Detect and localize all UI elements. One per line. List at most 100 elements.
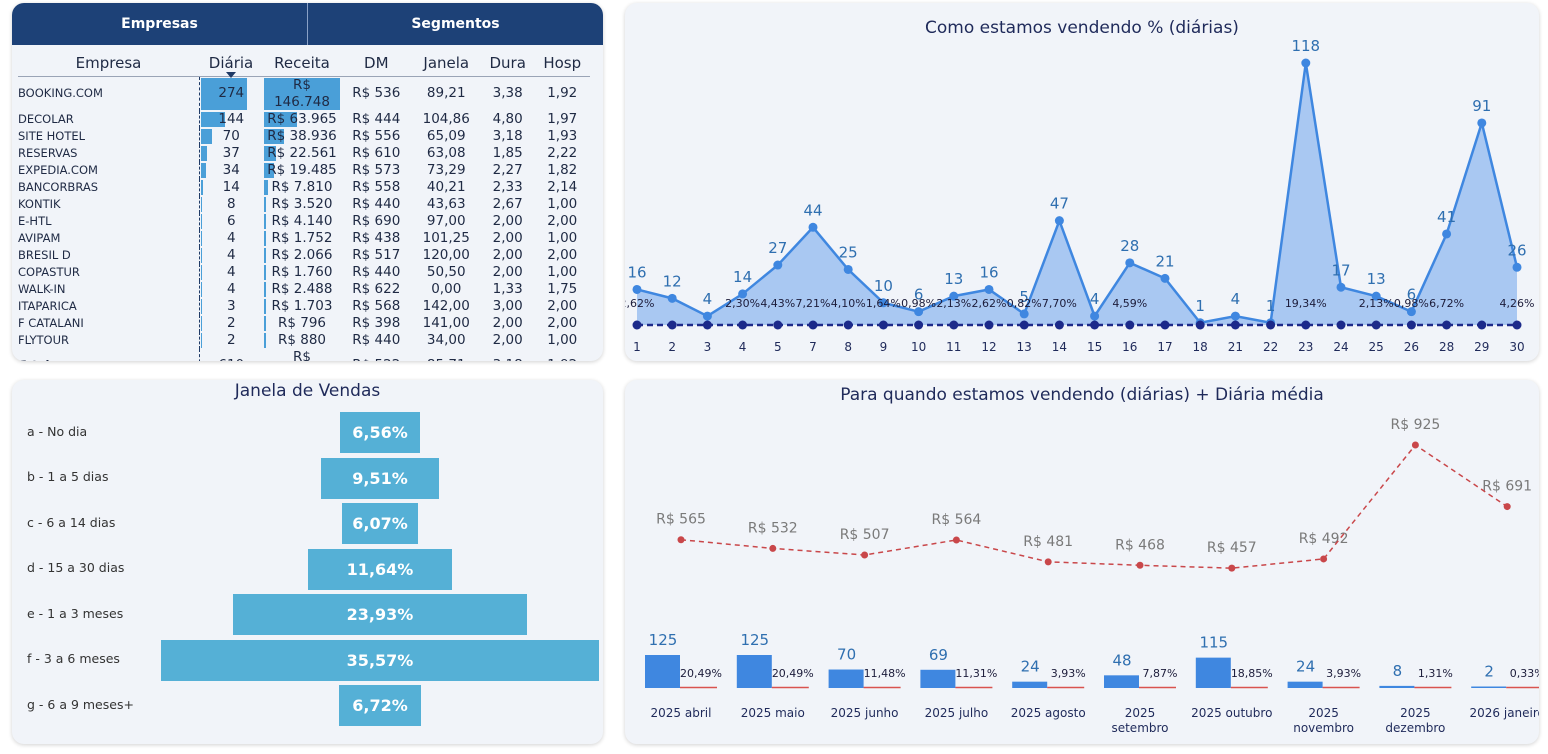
data-point[interactable]: [738, 289, 748, 299]
data-point[interactable]: [667, 293, 677, 303]
percent-point[interactable]: [667, 320, 677, 330]
percent-point[interactable]: [702, 320, 712, 330]
data-point[interactable]: [1160, 273, 1170, 283]
table-row[interactable]: BRESIL D 4 R$ 2.066 R$ 517 120,00 2,00 2,00: [18, 246, 590, 264]
percent-point[interactable]: [914, 320, 924, 330]
percent-point[interactable]: [1442, 320, 1452, 330]
table-row[interactable]: FLYTOUR 2 R$ 880 R$ 440 34,00 2,00 1,00: [18, 331, 590, 349]
data-point[interactable]: [949, 291, 959, 301]
percent-point[interactable]: [1301, 320, 1311, 330]
avg-rate-point[interactable]: [1503, 503, 1511, 511]
col-header-hosp[interactable]: Hosp: [534, 50, 590, 77]
avg-rate-point[interactable]: [769, 544, 777, 552]
table-row[interactable]: DECOLAR 144 R$ 63.965 R$ 444 104,86 4,80 1,97: [18, 110, 590, 128]
diarias-bar[interactable]: [828, 669, 864, 688]
diarias-bar[interactable]: [736, 655, 772, 688]
percent-point[interactable]: [1477, 320, 1487, 330]
table-row[interactable]: RESERVAS 37 R$ 22.561 R$ 610 63,08 1,85 2,22: [18, 144, 590, 162]
data-point[interactable]: [1477, 118, 1487, 128]
table-row[interactable]: WALK-IN 4 R$ 2.488 R$ 622 0,00 1,33 1,75: [18, 280, 590, 298]
diarias-bar[interactable]: [1104, 675, 1139, 688]
funnel-bar[interactable]: 6,07%: [342, 503, 418, 544]
percent-point[interactable]: [632, 320, 642, 330]
table-row[interactable]: COPASTUR 4 R$ 1.760 R$ 440 50,50 2,00 1,00: [18, 263, 590, 281]
data-point[interactable]: [984, 284, 994, 294]
percent-point[interactable]: [1125, 320, 1135, 330]
percent-point[interactable]: [843, 320, 853, 330]
percent-point[interactable]: [773, 320, 783, 330]
col-header-janela[interactable]: Janela: [411, 50, 481, 77]
data-point[interactable]: [1371, 291, 1381, 301]
percent-point[interactable]: [1371, 320, 1381, 330]
funnel-bar[interactable]: 9,51%: [321, 457, 439, 499]
data-point[interactable]: [773, 260, 783, 270]
data-point[interactable]: [1512, 262, 1522, 272]
table-row[interactable]: SITE HOTEL 70 R$ 38.936 R$ 556 65,09 3,18 1,93: [18, 127, 590, 145]
percent-point[interactable]: [984, 320, 994, 330]
data-point[interactable]: [1019, 309, 1029, 319]
data-point[interactable]: [1442, 229, 1452, 239]
col-header-diaria[interactable]: Diária: [199, 50, 263, 78]
funnel-bar[interactable]: 6,56%: [339, 412, 421, 453]
data-point[interactable]: [1406, 307, 1416, 317]
data-point[interactable]: [702, 311, 712, 321]
data-point[interactable]: [632, 284, 642, 294]
avg-rate-point[interactable]: [1136, 561, 1144, 569]
percent-point[interactable]: [1090, 320, 1100, 330]
percent-point[interactable]: [1336, 320, 1346, 330]
avg-rate-point[interactable]: [677, 536, 685, 544]
avg-rate-point[interactable]: [1228, 564, 1236, 572]
avg-rate-point[interactable]: [1320, 555, 1328, 563]
table-row[interactable]: BOOKING.COM 274 R$ 146.748 R$ 536 89,21 3,38 1…: [18, 76, 590, 111]
table-row[interactable]: KONTIK 8 R$ 3.520 R$ 440 43,63 2,67 1,00: [18, 195, 590, 213]
percent-point[interactable]: [878, 320, 888, 330]
diarias-bar[interactable]: [1379, 685, 1415, 688]
col-header-empresa[interactable]: Empresa: [18, 50, 199, 77]
funnel-bar[interactable]: 6,72%: [338, 685, 422, 726]
table-row[interactable]: ITAPARICA 3 R$ 1.703 R$ 568 142,00 3,00 2,00: [18, 297, 590, 315]
percent-point[interactable]: [1160, 320, 1170, 330]
table-row[interactable]: BANCORBRAS 14 R$ 7.810 R$ 558 40,21 2,33 2,14: [18, 178, 590, 196]
table-row[interactable]: AVIPAM 4 R$ 1.752 R$ 438 101,25 2,00 1,00: [18, 229, 590, 247]
data-point[interactable]: [1090, 311, 1100, 321]
percent-point[interactable]: [1266, 320, 1276, 330]
percent-point[interactable]: [1054, 320, 1064, 330]
tab-segmentos[interactable]: Segmentos: [307, 3, 603, 45]
data-point[interactable]: [1336, 282, 1346, 292]
table-total-row[interactable]: Total 610 R$ 318.611 R$ 52285,713,181,92: [18, 348, 590, 361]
table-row[interactable]: E-HTL 6 R$ 4.140 R$ 690 97,00 2,00 2,00: [18, 212, 590, 230]
percent-point[interactable]: [738, 320, 748, 330]
data-point[interactable]: [878, 298, 888, 308]
table-row[interactable]: EXPEDIA.COM 34 R$ 19.485 R$ 573 73,29 2,27 1,8…: [18, 161, 590, 179]
diarias-bar[interactable]: [1287, 681, 1323, 688]
tab-empresas[interactable]: Empresas: [121, 16, 198, 32]
data-point[interactable]: [1125, 258, 1135, 268]
col-header-receita[interactable]: Receita: [263, 50, 341, 77]
data-point[interactable]: [1054, 216, 1064, 226]
avg-rate-point[interactable]: [1411, 441, 1419, 449]
percent-point[interactable]: [949, 320, 959, 330]
percent-point[interactable]: [808, 320, 818, 330]
data-point[interactable]: [1301, 58, 1311, 68]
diarias-bar[interactable]: [1471, 686, 1507, 689]
percent-point[interactable]: [1406, 320, 1416, 330]
col-header-dura[interactable]: Dura: [480, 50, 535, 77]
percent-point[interactable]: [1512, 320, 1522, 330]
funnel-bar[interactable]: 35,57%: [161, 639, 599, 681]
percent-point[interactable]: [1195, 320, 1205, 330]
diarias-bar[interactable]: [645, 655, 680, 688]
percent-point[interactable]: [1019, 320, 1029, 330]
avg-rate-point[interactable]: [952, 536, 960, 544]
percent-point[interactable]: [1230, 320, 1240, 330]
table-row[interactable]: F CATALANI 2 R$ 796 R$ 398 141,00 2,00 2,00: [18, 314, 590, 332]
data-point[interactable]: [1230, 311, 1240, 321]
diarias-bar[interactable]: [1195, 657, 1231, 688]
avg-rate-point[interactable]: [1044, 558, 1052, 566]
avg-rate-point[interactable]: [861, 551, 869, 559]
funnel-bar[interactable]: 23,93%: [232, 594, 528, 635]
col-header-dm[interactable]: DM: [341, 50, 412, 77]
diarias-bar[interactable]: [1012, 681, 1048, 688]
data-point[interactable]: [843, 264, 853, 274]
diarias-bar[interactable]: [920, 669, 956, 688]
data-point[interactable]: [914, 307, 924, 317]
